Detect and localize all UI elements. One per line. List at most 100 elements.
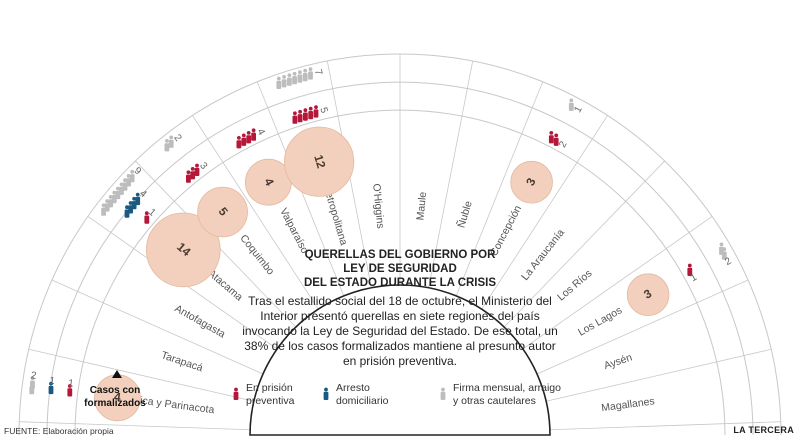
region-label: Magallanes (601, 395, 656, 414)
icon-group-prision: 3 (186, 160, 209, 183)
center-body-line: en prisión preventiva. (343, 354, 457, 368)
region-label: O'Higgins (370, 183, 386, 229)
person-firma-icon (108, 195, 114, 208)
bubble-mark (197, 186, 248, 238)
person-firma-icon (308, 67, 313, 80)
icon-group-firma: 2 (719, 242, 734, 268)
sector-divider (192, 115, 319, 310)
person-prision-icon (313, 105, 319, 118)
center-title-line: QUERELLAS DEL GOBIERNO POR (305, 249, 497, 261)
person-firma-icon (111, 190, 117, 204)
count-label: 4 (254, 127, 267, 137)
count-label: 9 (132, 165, 144, 177)
footer-source: FUENTE: Elaboración propia (4, 426, 114, 436)
count-label: 1 (146, 207, 158, 219)
person-firma-icon (30, 376, 35, 389)
center-body-line: 38% de los casos formalizados mantiene a… (244, 339, 556, 353)
count-label: 2 (723, 255, 734, 268)
icon-group-firma: 1 (568, 98, 585, 115)
icon-group-arresto: 4 (124, 188, 149, 218)
person-prision-icon (251, 128, 256, 141)
count-label: 2 (557, 139, 570, 149)
cases-note: Casos con formalizados (84, 370, 146, 409)
icon-group-prision: 2 (548, 131, 570, 150)
person-firma-icon (302, 68, 308, 82)
person-prision-icon (246, 131, 252, 144)
cases-note-line: formalizados (84, 398, 146, 409)
person-firma-icon (287, 73, 292, 86)
region-label: Maule (414, 191, 429, 221)
person-firma-icon (164, 139, 170, 152)
bubble-label: 12 (311, 153, 328, 170)
person-prision-icon (67, 384, 73, 397)
count-label: 4 (137, 188, 149, 200)
center-title-line: LEY DE SEGURIDAD (343, 263, 457, 275)
count-label: 2 (30, 370, 37, 382)
cases-note-line: Casos con (90, 385, 141, 396)
icon-group-firma: 9 (101, 165, 144, 216)
legend-label: y otras cautelares (453, 395, 536, 407)
person-arresto-icon (48, 381, 54, 395)
legend-label: Arresto (336, 382, 370, 394)
person-firma-icon (568, 98, 574, 111)
person-firma-icon (721, 247, 727, 260)
legend-label: preventiva (246, 395, 295, 407)
sector-divider (481, 115, 608, 310)
count-label: 1 (689, 272, 700, 285)
bubble-mark (145, 212, 221, 288)
legend-prision-icon (233, 387, 239, 400)
region-label: Aysén (602, 351, 633, 372)
person-arresto-icon (124, 205, 130, 218)
person-prision-icon (241, 133, 247, 146)
sector-divider (546, 348, 772, 402)
count-label: 1 (572, 104, 585, 114)
region-label: Los Ríos (555, 267, 594, 303)
icon-group-prision: 1 (687, 263, 700, 285)
count-label: 1 (67, 378, 74, 390)
center-body-line: Tras el estallido social del 18 de octub… (248, 294, 552, 308)
legend-arresto-icon (323, 387, 329, 400)
triangle-up-icon (112, 370, 122, 378)
sector-divider (549, 421, 781, 431)
person-firma-icon (122, 178, 128, 191)
icon-group-prision: 1 (144, 207, 158, 224)
icon-group-arresto: 1 (48, 375, 56, 395)
person-prision-icon (236, 136, 242, 149)
person-prision-icon (297, 109, 303, 123)
legend-label: domiciliario (336, 395, 389, 407)
person-firma-icon (281, 75, 287, 88)
legend-label: En prisión (246, 382, 293, 394)
person-firma-icon (168, 135, 174, 148)
count-label: 2 (171, 132, 183, 144)
bubble-mark (283, 126, 355, 197)
person-firma-icon (297, 70, 303, 83)
count-label: 5 (317, 106, 329, 115)
bubble-mark (510, 160, 553, 204)
sector-divider (428, 60, 474, 288)
person-prision-icon (190, 167, 196, 180)
sector-divider (28, 348, 254, 402)
center-body-line: invocando la Ley de Seguridad del Estado… (242, 324, 558, 338)
sector-divider (51, 279, 264, 375)
count-label: 1 (49, 375, 56, 387)
center-panel: QUERELLAS DEL GOBIERNO POR LEY DE SEGURID… (242, 249, 558, 436)
person-arresto-icon (135, 192, 141, 206)
person-prision-icon (144, 211, 150, 224)
person-prision-icon (186, 170, 191, 183)
region-label: Ñuble (454, 199, 474, 229)
person-prision-icon (194, 163, 200, 176)
person-prision-icon (303, 108, 308, 121)
region-label: Coquimbo (237, 232, 276, 277)
count-label: 7 (312, 68, 324, 77)
icon-group-prision: 4 (236, 127, 267, 149)
person-prision-icon (292, 111, 298, 124)
person-firma-icon (276, 76, 282, 89)
region-label: Tarapacá (160, 349, 205, 374)
person-prision-icon (308, 106, 314, 120)
footer-brand: LA TERCERA (733, 425, 794, 435)
center-body-line: Interior presentó querellas en siete reg… (260, 309, 540, 323)
